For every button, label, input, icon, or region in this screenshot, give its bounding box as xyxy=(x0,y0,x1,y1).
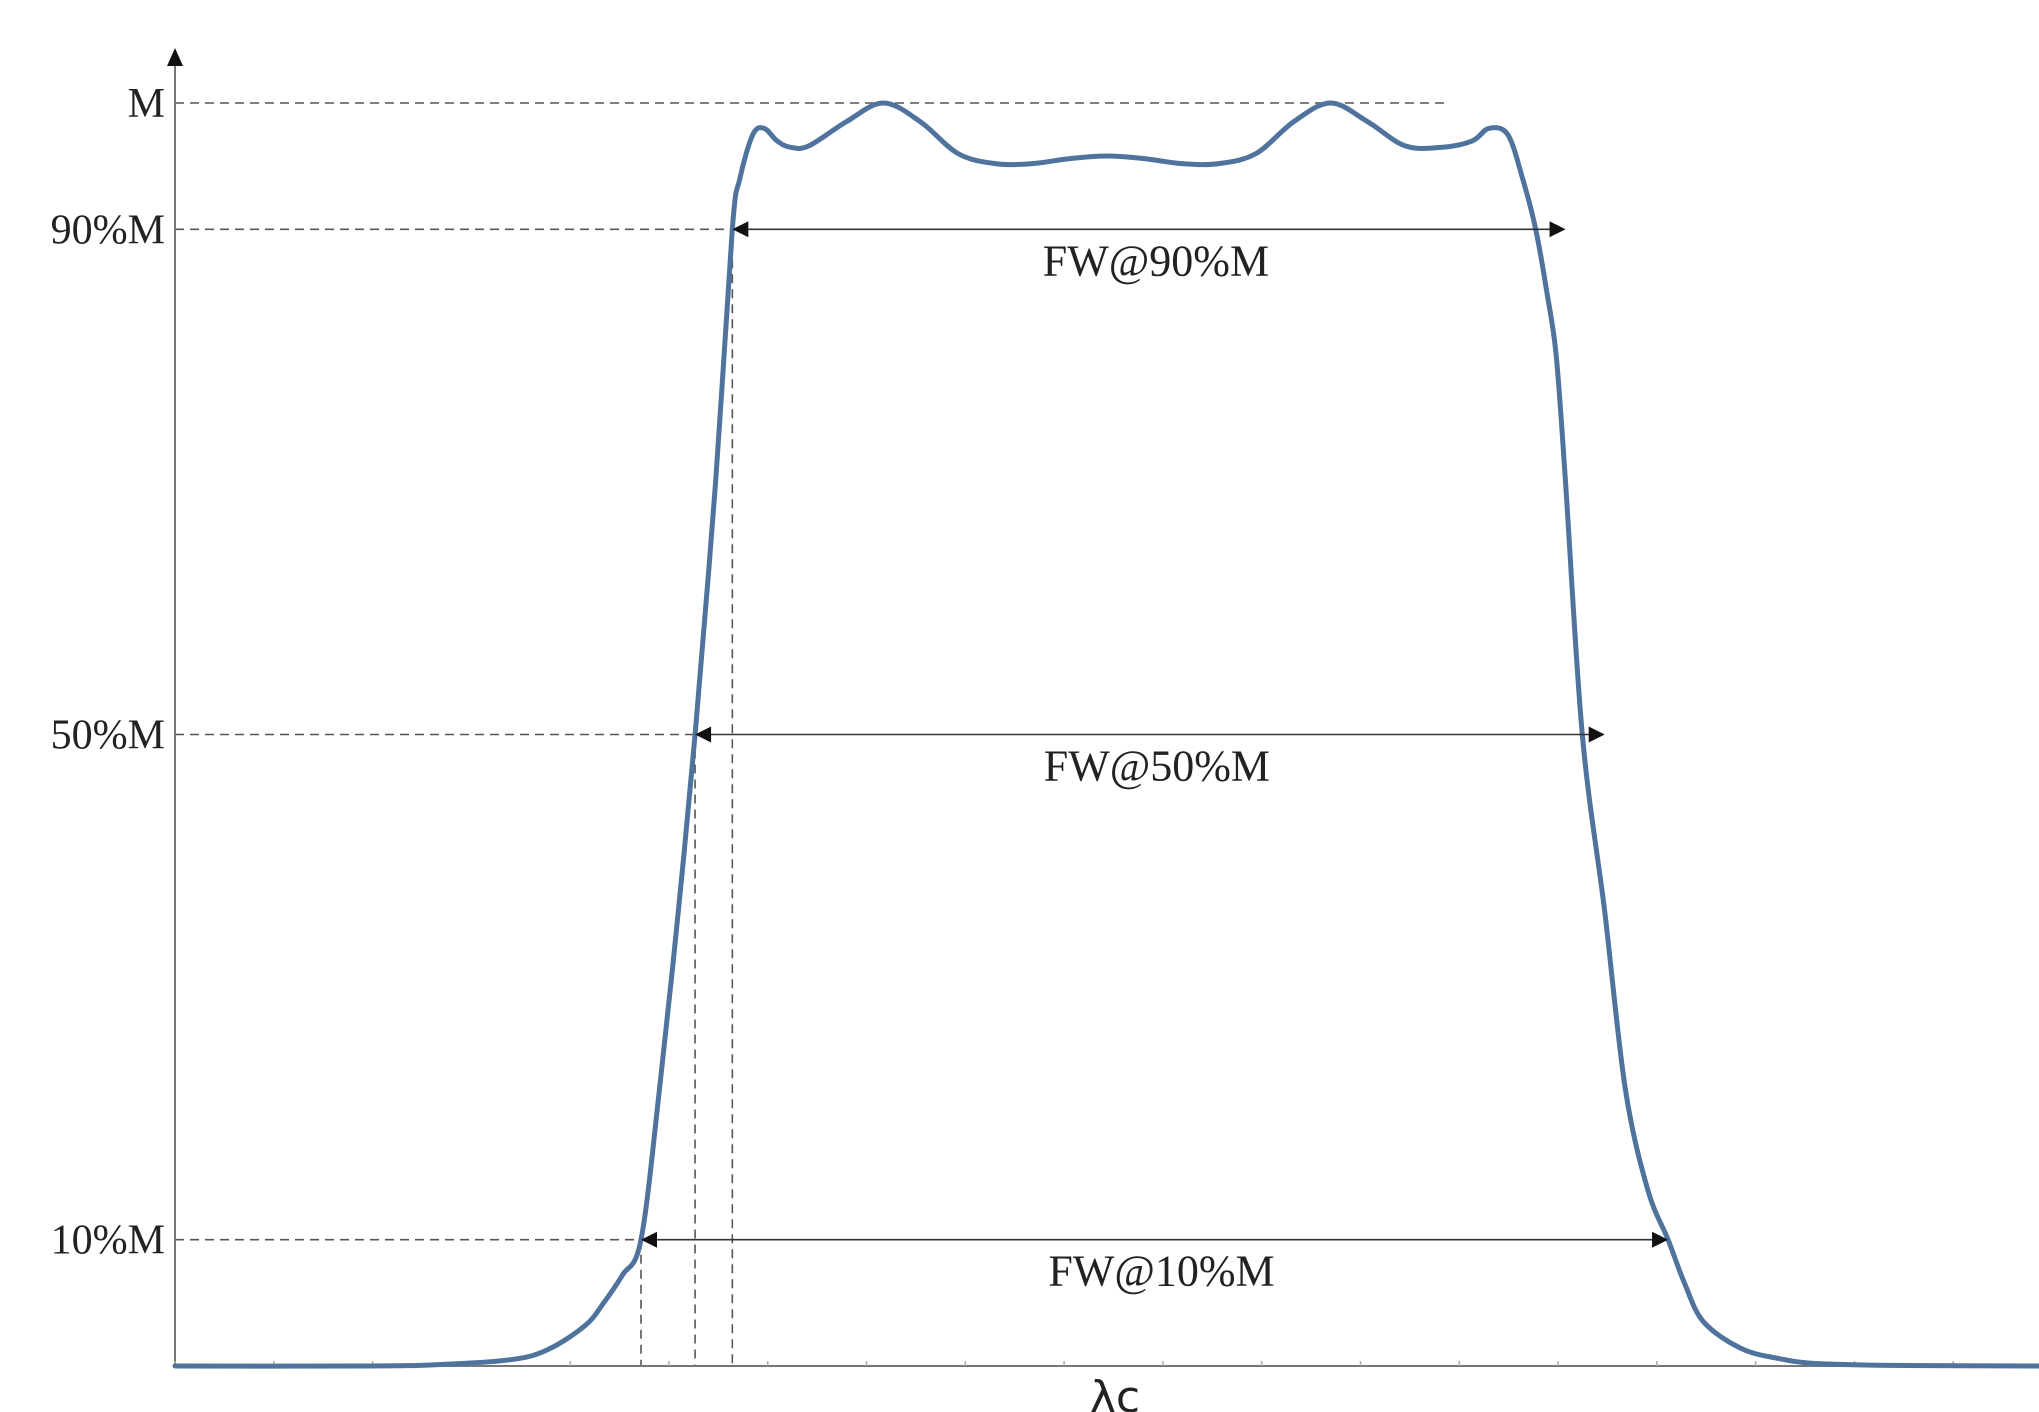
level-labels: M 90%M 50%M 10%M xyxy=(51,81,165,1264)
x-axis-label: λc xyxy=(1090,1372,1140,1412)
guide-lines xyxy=(175,102,1446,1366)
transmission-curve xyxy=(172,100,2039,1369)
level-label: 90%M xyxy=(51,207,165,253)
level-label: 10%M xyxy=(51,1218,165,1264)
arrowhead-left xyxy=(732,221,749,238)
arrowhead-left xyxy=(695,726,712,743)
arrowhead-right xyxy=(1549,221,1566,238)
level-label: 50%M xyxy=(51,713,165,759)
width-annotations: FW@90%M FW@50%M FW@10%M xyxy=(641,221,1669,1296)
level-label: M xyxy=(128,81,165,127)
width-label: FW@50%M xyxy=(1044,742,1270,791)
width-label: FW@10%M xyxy=(1048,1247,1274,1296)
arrowhead-right xyxy=(1652,1231,1669,1248)
width-label: FW@90%M xyxy=(1043,236,1269,285)
arrowhead-left xyxy=(641,1231,657,1248)
y-axis-arrowhead xyxy=(167,48,183,66)
y-axis-group xyxy=(167,48,183,1366)
arrowhead-right xyxy=(1588,726,1605,743)
